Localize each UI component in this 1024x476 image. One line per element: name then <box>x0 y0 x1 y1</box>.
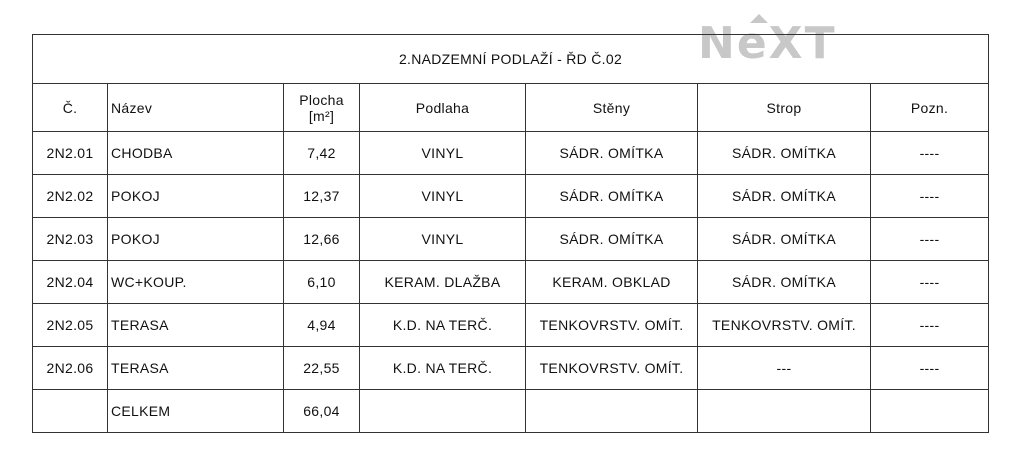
total-cislo <box>32 389 108 433</box>
empty-cell <box>359 389 526 433</box>
cell-cislo: 2N2.01 <box>32 131 108 175</box>
cell-nazev: WC+KOUP. <box>107 260 284 304</box>
cell-strop: SÁDR. OMÍTKA <box>697 260 871 304</box>
total-row: CELKEM 66,04 <box>32 389 989 433</box>
cell-nazev: CHODBA <box>107 131 284 175</box>
header-plocha-label: Plocha <box>299 91 344 108</box>
cell-pozn: ---- <box>870 217 989 261</box>
cell-steny: KERAM. OBKLAD <box>525 260 698 304</box>
cell-strop: SÁDR. OMÍTKA <box>697 131 871 175</box>
header-row: Č. Název Plocha [m²] Podlaha Stěny Strop … <box>32 83 989 132</box>
cell-plocha: 12,66 <box>283 217 360 261</box>
cell-cislo: 2N2.05 <box>32 303 108 347</box>
cell-podlaha: KERAM. DLAŽBA <box>359 260 526 304</box>
total-label: CELKEM <box>107 389 284 433</box>
cell-pozn: ---- <box>870 303 989 347</box>
table-row: 2N2.03 POKOJ 12,66 VINYL SÁDR. OMÍTKA SÁDR. O… <box>32 217 989 261</box>
cell-pozn: ---- <box>870 260 989 304</box>
cell-strop: SÁDR. OMÍTKA <box>697 217 871 261</box>
empty-cell <box>697 389 871 433</box>
table-row: 2N2.05 TERASA 4,94 K.D. NA TERČ. TENKOVRSTV.… <box>32 303 989 347</box>
cell-podlaha: VINYL <box>359 131 526 175</box>
cell-plocha: 7,42 <box>283 131 360 175</box>
cell-pozn: ---- <box>870 174 989 218</box>
header-strop: Strop <box>697 83 871 132</box>
cell-steny: TENKOVRSTV. OMÍT. <box>525 346 698 390</box>
table-row: 2N2.02 POKOJ 12,37 VINYL SÁDR. OMÍTKA SÁDR. O… <box>32 174 989 218</box>
header-plocha: Plocha [m²] <box>283 83 360 132</box>
cell-nazev: POKOJ <box>107 217 284 261</box>
cell-cislo: 2N2.06 <box>32 346 108 390</box>
header-nazev: Název <box>107 83 284 132</box>
cell-podlaha: VINYL <box>359 217 526 261</box>
cell-nazev: POKOJ <box>107 174 284 218</box>
header-pozn: Pozn. <box>870 83 989 132</box>
header-podlaha: Podlaha <box>359 83 526 132</box>
cell-steny: SÁDR. OMÍTKA <box>525 174 698 218</box>
cell-pozn: ---- <box>870 131 989 175</box>
cell-strop: --- <box>697 346 871 390</box>
cell-cislo: 2N2.02 <box>32 174 108 218</box>
header-plocha-unit: [m²] <box>308 107 335 124</box>
cell-podlaha: K.D. NA TERČ. <box>359 346 526 390</box>
empty-cell <box>870 389 989 433</box>
table-row: 2N2.01 CHODBA 7,42 VINYL SÁDR. OMÍTKA SÁDR. O… <box>32 131 989 175</box>
cell-plocha: 6,10 <box>283 260 360 304</box>
cell-plocha: 4,94 <box>283 303 360 347</box>
empty-cell <box>525 389 698 433</box>
cell-nazev: TERASA <box>107 303 284 347</box>
cell-podlaha: VINYL <box>359 174 526 218</box>
cell-cislo: 2N2.03 <box>32 217 108 261</box>
cell-steny: TENKOVRSTV. OMÍT. <box>525 303 698 347</box>
cell-strop: SÁDR. OMÍTKA <box>697 174 871 218</box>
cell-podlaha: K.D. NA TERČ. <box>359 303 526 347</box>
table-title: 2.NADZEMNÍ PODLAŽÍ - ŘD Č.02 <box>32 34 989 84</box>
room-schedule-table: 2.NADZEMNÍ PODLAŽÍ - ŘD Č.02 Č. Název Pl… <box>32 34 989 433</box>
table-row: 2N2.04 WC+KOUP. 6,10 KERAM. DLAŽBA KERAM. OB… <box>32 260 989 304</box>
cell-nazev: TERASA <box>107 346 284 390</box>
cell-plocha: 12,37 <box>283 174 360 218</box>
cell-strop: TENKOVRSTV. OMÍT. <box>697 303 871 347</box>
table-row: 2N2.06 TERASA 22,55 K.D. NA TERČ. TENKOVRSTV… <box>32 346 989 390</box>
cell-pozn: ---- <box>870 346 989 390</box>
total-plocha: 66,04 <box>283 389 360 433</box>
header-steny: Stěny <box>525 83 698 132</box>
cell-steny: SÁDR. OMÍTKA <box>525 131 698 175</box>
cell-steny: SÁDR. OMÍTKA <box>525 217 698 261</box>
header-cislo: Č. <box>32 83 108 132</box>
cell-cislo: 2N2.04 <box>32 260 108 304</box>
logo-triangle-icon <box>750 14 768 23</box>
cell-plocha: 22,55 <box>283 346 360 390</box>
